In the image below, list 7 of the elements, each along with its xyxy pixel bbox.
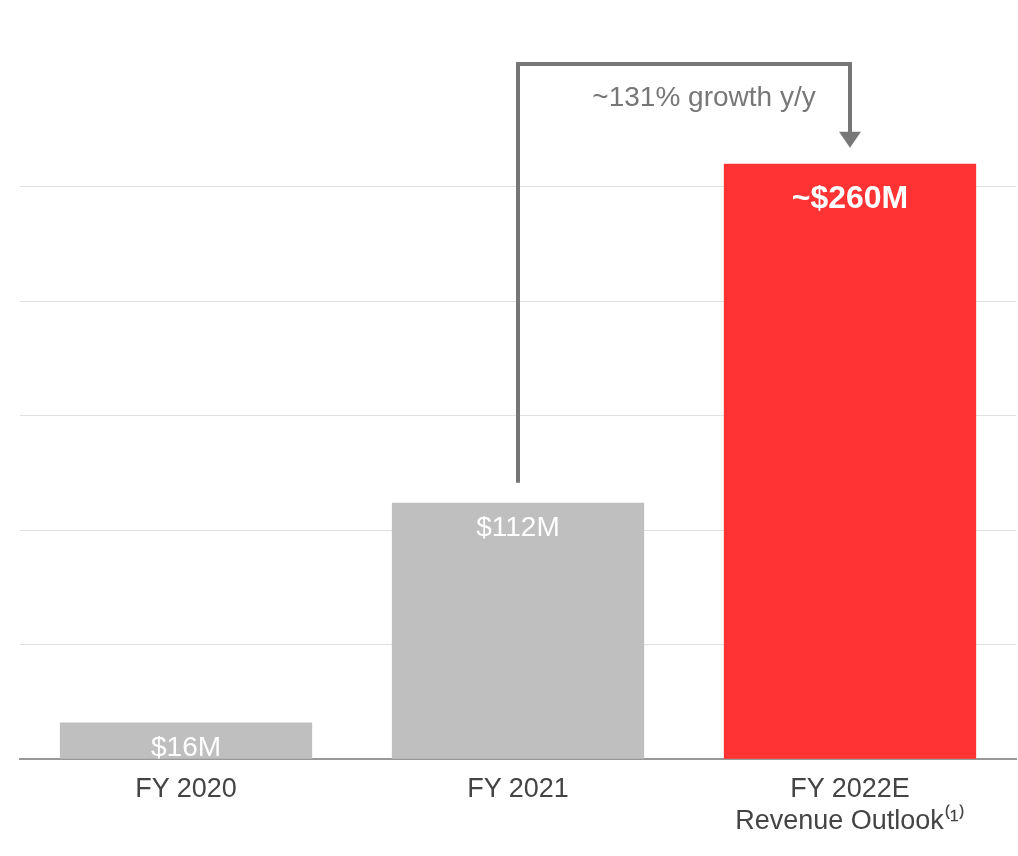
data-label: $16M	[150, 731, 222, 763]
text: ~131% growth y/y	[592, 80, 816, 112]
x-tick-label: FY 2021	[467, 772, 569, 803]
data-label: $112M	[476, 511, 560, 543]
data-label: ~$260M	[791, 179, 909, 216]
x-tick-label: FY 2022E Revenue Outlook⁽¹⁾	[735, 772, 965, 836]
x-tick-label: FY 2020	[135, 772, 237, 803]
